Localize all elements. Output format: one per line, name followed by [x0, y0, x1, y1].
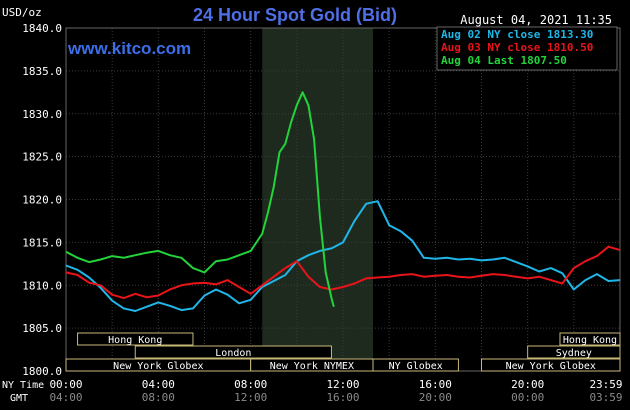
session-box [372, 358, 459, 372]
watermark-site: www.kitco.com [67, 39, 191, 58]
x-tick-label-ny: 12:00 [326, 378, 359, 391]
x-axis-label-ny: NY Time [2, 380, 44, 391]
y-axis-unit-label: USD/oz [2, 6, 42, 19]
x-tick-label-gmt: 16:00 [326, 391, 359, 404]
series-line-aug-04 [65, 91, 335, 307]
y-tick-label: 1830.0 [22, 108, 62, 121]
session-box [527, 345, 621, 359]
x-tick-label-ny: 04:00 [142, 378, 175, 391]
x-tick-label-gmt: 08:00 [142, 391, 175, 404]
legend: Aug 02 NY close 1813.30 Aug 03 NY close … [436, 26, 618, 71]
grid [65, 27, 621, 372]
x-tick-label-ny: 00:00 [49, 378, 82, 391]
y-axis-ticks: 1840.0 1835.0 1830.0 1825.0 1820.0 1815.0 1810… [22, 22, 62, 378]
y-tick-label: 1820.0 [22, 194, 62, 207]
legend-box [436, 26, 618, 71]
series-line-aug-02 [65, 200, 621, 312]
session-box [77, 332, 194, 346]
y-tick-label: 1805.0 [22, 322, 62, 335]
series-line-aug-03 [65, 245, 621, 300]
x-axis-label-gmt: GMT [10, 393, 28, 404]
legend-item-aug03: Aug 03 NY close 1810.50 [441, 41, 593, 54]
x-tick-label-ny: 23:59 [589, 378, 622, 391]
session-label: Hong Kong [108, 335, 162, 346]
session-label: Sydney [556, 348, 592, 359]
x-tick-label-ny: 08:00 [234, 378, 267, 391]
timestamp: August 04, 2021 11:35 [460, 13, 612, 27]
x-tick-label-gmt: 12:00 [234, 391, 267, 404]
x-tick-label-gmt: 20:00 [419, 391, 452, 404]
market-sessions: Hong Kong Hong Kong London Sydney New York G… [65, 332, 621, 372]
series-lines [65, 91, 621, 312]
x-tick-label-ny: 20:00 [511, 378, 544, 391]
session-box [481, 358, 621, 372]
x-tick-label-gmt: 03:59 [589, 391, 622, 404]
x-tick-label-gmt: 00:00 [511, 391, 544, 404]
x-axis-ticks: 00:0004:0004:0008:0008:0012:0012:0016:00… [49, 378, 622, 404]
session-box [559, 332, 621, 346]
session-box [134, 345, 332, 359]
chart-title: 24 Hour Spot Gold (Bid) [193, 5, 397, 25]
x-tick-label-gmt: 04:00 [49, 391, 82, 404]
legend-item-aug02: Aug 02 NY close 1813.30 [441, 28, 593, 41]
session-label: Hong Kong [563, 335, 617, 346]
session-label: New York NYMEX [270, 361, 354, 372]
legend-item-aug04: Aug 04 Last 1807.50 [441, 54, 567, 67]
y-tick-label: 1825.0 [22, 151, 62, 164]
session-label: NY Globex [389, 361, 443, 372]
y-tick-label: 1835.0 [22, 65, 62, 78]
y-tick-label: 1810.0 [22, 279, 62, 292]
y-tick-label: 1840.0 [22, 22, 62, 35]
y-tick-label: 1815.0 [22, 236, 62, 249]
session-label: New York Globex [506, 361, 596, 372]
session-label: London [215, 348, 251, 359]
x-tick-label-ny: 16:00 [419, 378, 452, 391]
y-tick-label: 1800.0 [22, 365, 62, 378]
session-label: New York Globex [113, 361, 203, 372]
